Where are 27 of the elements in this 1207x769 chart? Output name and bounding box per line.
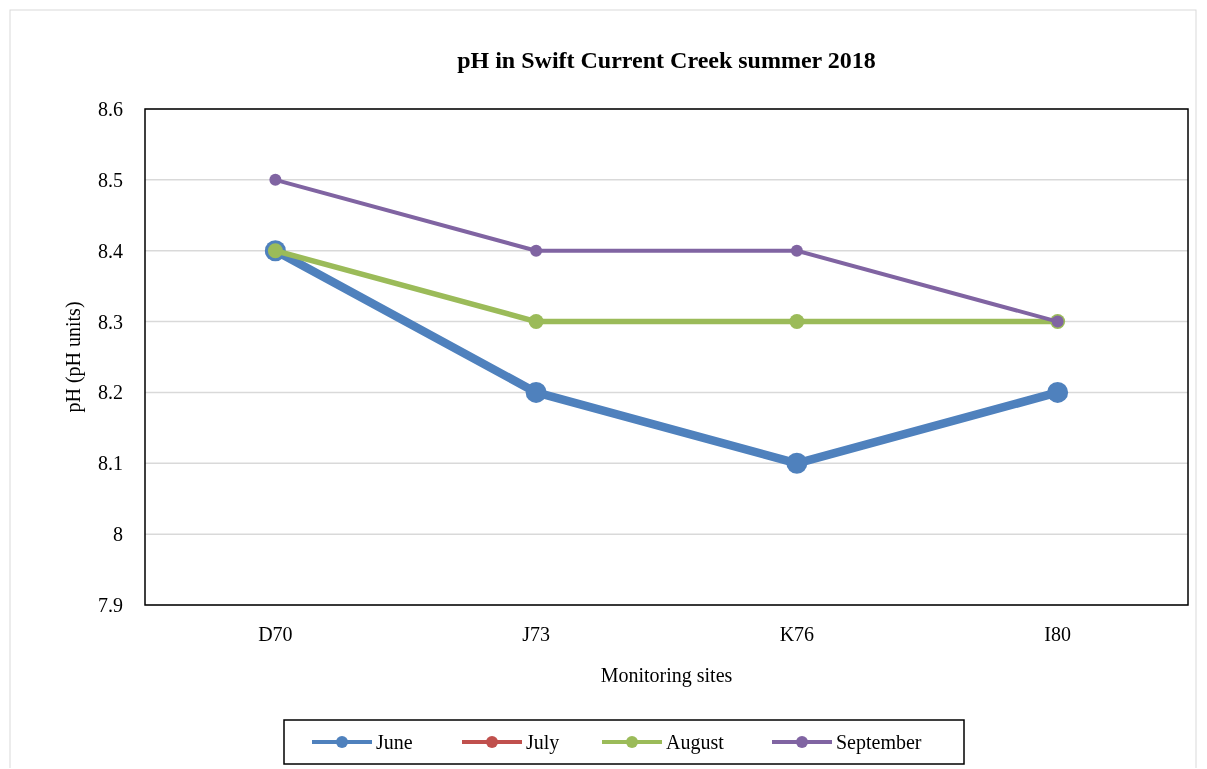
point xyxy=(789,314,805,330)
point xyxy=(525,381,547,403)
y-tick-label: 7.9 xyxy=(98,594,123,616)
x-tick-label: J73 xyxy=(522,623,551,645)
point xyxy=(790,244,803,257)
point xyxy=(528,314,544,330)
point xyxy=(1047,381,1069,403)
chart-title: pH in Swift Current Creek summer 2018 xyxy=(457,47,876,73)
x-tick-label: D70 xyxy=(258,623,293,645)
point xyxy=(269,173,282,186)
y-axis-title: pH (pH units) xyxy=(62,301,85,413)
y-tick-label: 8.6 xyxy=(98,98,123,120)
x-tick-label: K76 xyxy=(779,623,815,645)
x-tick-label: I80 xyxy=(1044,623,1071,645)
y-tick-label: 8 xyxy=(113,523,123,546)
legend-label: August xyxy=(666,731,725,754)
y-tick-label: 8.1 xyxy=(98,452,123,475)
y-tick-label: 8.2 xyxy=(98,381,123,404)
point xyxy=(786,452,808,474)
legend-label: July xyxy=(526,731,560,754)
x-axis-title: Monitoring sites xyxy=(600,664,733,687)
y-tick-label: 8.3 xyxy=(98,310,123,333)
y-tick-label: 8.5 xyxy=(98,168,123,191)
legend-label: June xyxy=(376,731,413,753)
legend-label: September xyxy=(836,731,922,754)
point xyxy=(530,244,543,257)
y-tick-label: 8.4 xyxy=(98,239,123,262)
